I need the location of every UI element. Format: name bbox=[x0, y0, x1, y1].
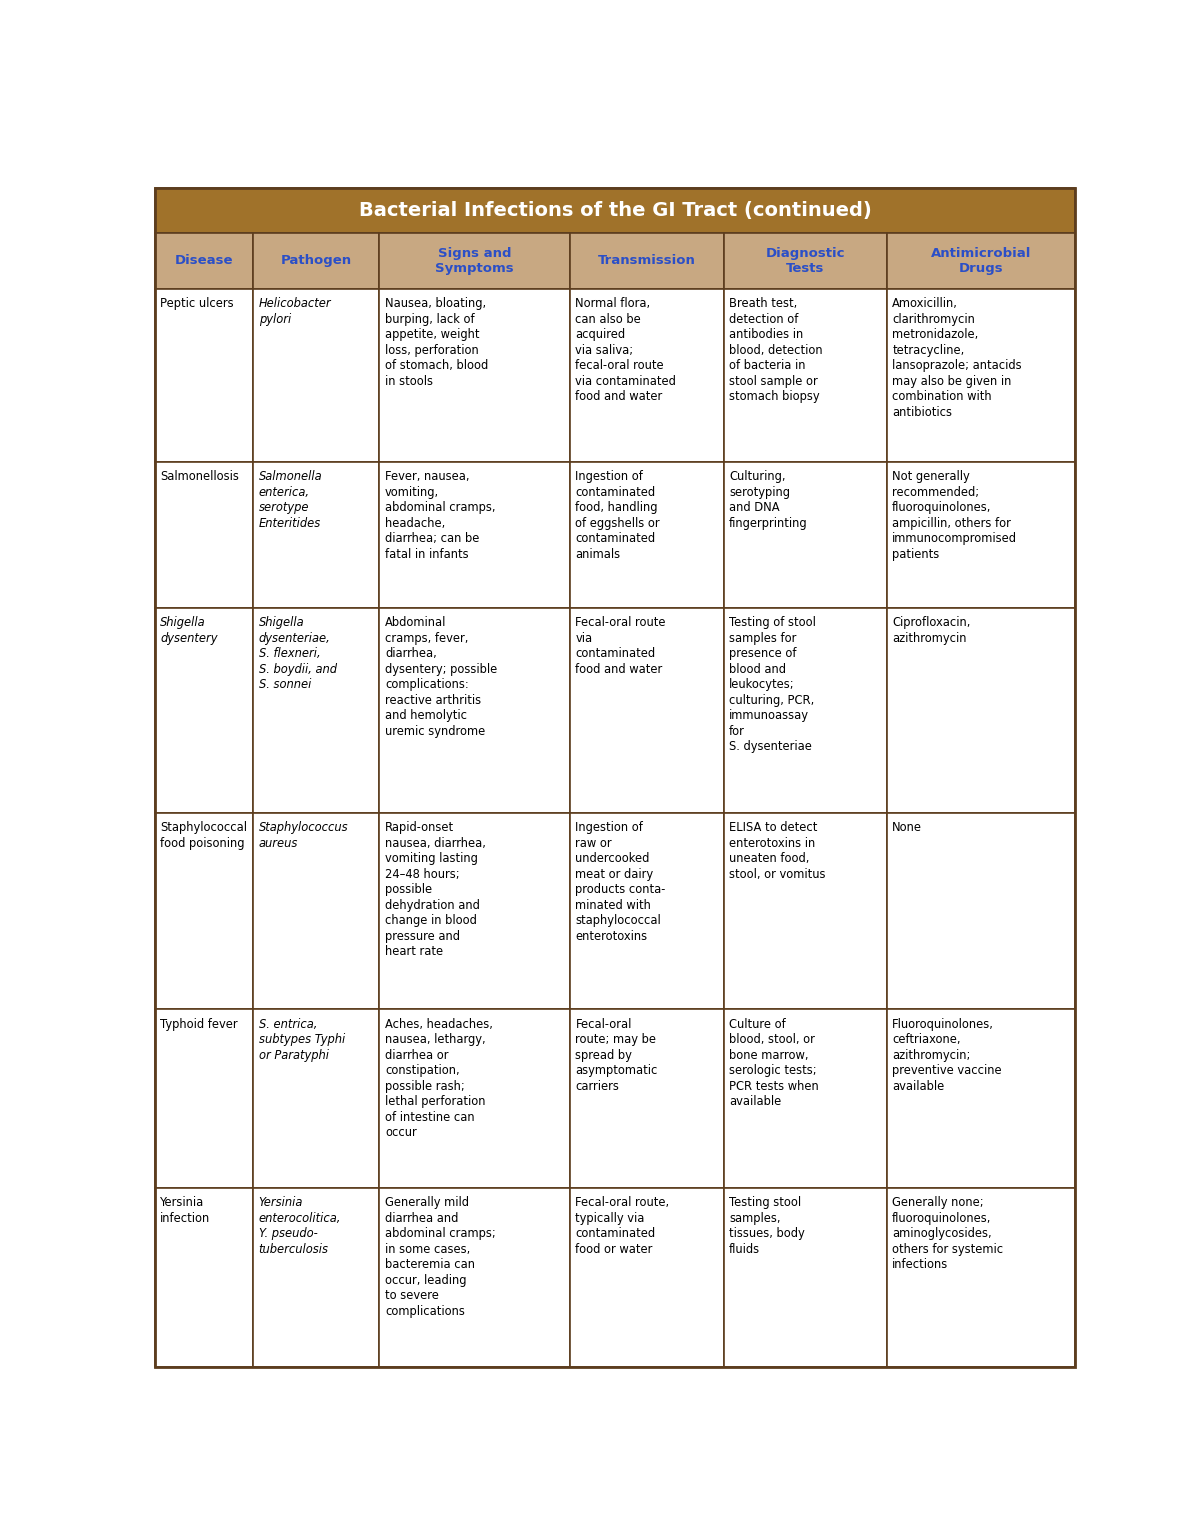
Text: Not generally
recommended;
fluoroquinolones,
ampicillin, others for
immunocompro: Not generally recommended; fluoroquinolo… bbox=[892, 470, 1018, 561]
Text: Bacterial Infections of the GI Tract (continued): Bacterial Infections of the GI Tract (co… bbox=[359, 202, 871, 220]
Text: Amoxicillin,
clarithromycin
metronidazole,
tetracycline,
lansoprazole; antacids
: Amoxicillin, clarithromycin metronidazol… bbox=[892, 297, 1022, 419]
Text: Salmonellosis: Salmonellosis bbox=[161, 470, 239, 484]
Text: Breath test,
detection of
antibodies in
blood, detection
of bacteria in
stool sa: Breath test, detection of antibodies in … bbox=[730, 297, 823, 403]
Text: Yersinia
infection: Yersinia infection bbox=[161, 1197, 210, 1224]
Text: Fever, nausea,
vomiting,
abdominal cramps,
headache,
diarrhea; can be
fatal in i: Fever, nausea, vomiting, abdominal cramp… bbox=[385, 470, 496, 561]
Bar bbox=[253, 462, 379, 608]
Bar bbox=[379, 290, 570, 462]
Text: Peptic ulcers: Peptic ulcers bbox=[161, 297, 234, 310]
Text: None: None bbox=[892, 821, 922, 835]
Bar bbox=[155, 188, 1075, 233]
Text: Typhoid fever: Typhoid fever bbox=[161, 1018, 238, 1030]
Text: Disease: Disease bbox=[175, 254, 233, 268]
Bar bbox=[253, 1189, 379, 1368]
Text: Yersinia
enterocolitica,
Y. pseudo-
tuberculosis: Yersinia enterocolitica, Y. pseudo- tube… bbox=[259, 1197, 341, 1257]
Bar bbox=[724, 462, 887, 608]
Text: Nausea, bloating,
burping, lack of
appetite, weight
loss, perforation
of stomach: Nausea, bloating, burping, lack of appet… bbox=[385, 297, 488, 388]
Bar bbox=[155, 290, 253, 462]
Bar bbox=[253, 813, 379, 1009]
Text: Fecal-oral route
via
contaminated
food and water: Fecal-oral route via contaminated food a… bbox=[576, 616, 666, 676]
Text: Signs and
Symptoms: Signs and Symptoms bbox=[436, 246, 514, 274]
Bar bbox=[379, 1009, 570, 1189]
Text: Salmonella
enterica,
serotype
Enteritides: Salmonella enterica, serotype Enteritide… bbox=[259, 470, 323, 530]
Bar bbox=[253, 233, 379, 290]
Bar bbox=[887, 813, 1075, 1009]
Text: ELISA to detect
enterotoxins in
uneaten food,
stool, or vomitus: ELISA to detect enterotoxins in uneaten … bbox=[730, 821, 826, 881]
Bar bbox=[887, 1009, 1075, 1189]
Bar bbox=[724, 1189, 887, 1368]
Text: Generally mild
diarrhea and
abdominal cramps;
in some cases,
bacteremia can
occu: Generally mild diarrhea and abdominal cr… bbox=[385, 1197, 496, 1318]
Bar bbox=[253, 608, 379, 813]
Bar bbox=[570, 1009, 724, 1189]
Bar bbox=[379, 608, 570, 813]
Bar bbox=[155, 813, 253, 1009]
Text: Antimicrobial
Drugs: Antimicrobial Drugs bbox=[931, 246, 1031, 274]
Bar bbox=[155, 462, 253, 608]
Bar bbox=[379, 813, 570, 1009]
Text: Abdominal
cramps, fever,
diarrhea,
dysentery; possible
complications:
reactive a: Abdominal cramps, fever, diarrhea, dysen… bbox=[385, 616, 497, 738]
Bar bbox=[724, 813, 887, 1009]
Bar bbox=[724, 608, 887, 813]
Bar bbox=[379, 462, 570, 608]
Bar bbox=[724, 290, 887, 462]
Bar bbox=[155, 1009, 253, 1189]
Text: Culture of
blood, stool, or
bone marrow,
serologic tests;
PCR tests when
availab: Culture of blood, stool, or bone marrow,… bbox=[730, 1018, 818, 1107]
Text: Ingestion of
raw or
undercooked
meat or dairy
products conta-
minated with
staph: Ingestion of raw or undercooked meat or … bbox=[576, 821, 666, 942]
Text: Aches, headaches,
nausea, lethargy,
diarrhea or
constipation,
possible rash;
let: Aches, headaches, nausea, lethargy, diar… bbox=[385, 1018, 493, 1140]
Text: Shigella
dysenteriae,
S. flexneri,
S. boydii, and
S. sonnei: Shigella dysenteriae, S. flexneri, S. bo… bbox=[259, 616, 337, 691]
Bar bbox=[570, 813, 724, 1009]
Text: Rapid-onset
nausea, diarrhea,
vomiting lasting
24–48 hours;
possible
dehydration: Rapid-onset nausea, diarrhea, vomiting l… bbox=[385, 821, 486, 958]
Text: Diagnostic
Tests: Diagnostic Tests bbox=[766, 246, 845, 274]
Bar bbox=[253, 290, 379, 462]
Text: Normal flora,
can also be
acquired
via saliva;
fecal-oral route
via contaminated: Normal flora, can also be acquired via s… bbox=[576, 297, 677, 403]
Text: Transmission: Transmission bbox=[598, 254, 696, 268]
Bar bbox=[570, 290, 724, 462]
Bar bbox=[887, 1189, 1075, 1368]
Bar bbox=[570, 608, 724, 813]
Bar bbox=[379, 1189, 570, 1368]
Text: S. entrica,
subtypes Typhi
or Paratyphi: S. entrica, subtypes Typhi or Paratyphi bbox=[259, 1018, 344, 1061]
Text: Testing of stool
samples for
presence of
blood and
leukocytes;
culturing, PCR,
i: Testing of stool samples for presence of… bbox=[730, 616, 816, 753]
Bar bbox=[155, 233, 253, 290]
Bar bbox=[570, 462, 724, 608]
Text: Culturing,
serotyping
and DNA
fingerprinting: Culturing, serotyping and DNA fingerprin… bbox=[730, 470, 808, 530]
Text: Fecal-oral route,
typically via
contaminated
food or water: Fecal-oral route, typically via contamin… bbox=[576, 1197, 670, 1257]
Text: Ingestion of
contaminated
food, handling
of eggshells or
contaminated
animals: Ingestion of contaminated food, handling… bbox=[576, 470, 660, 561]
Bar bbox=[570, 233, 724, 290]
Text: Ciprofloxacin,
azithromycin: Ciprofloxacin, azithromycin bbox=[892, 616, 971, 645]
Text: Shigella
dysentery: Shigella dysentery bbox=[161, 616, 217, 645]
Text: Staphylococcus
aureus: Staphylococcus aureus bbox=[259, 821, 348, 850]
Bar bbox=[887, 290, 1075, 462]
Bar bbox=[887, 462, 1075, 608]
Bar bbox=[379, 233, 570, 290]
Text: Staphylococcal
food poisoning: Staphylococcal food poisoning bbox=[161, 821, 247, 850]
Bar bbox=[253, 1009, 379, 1189]
Bar bbox=[155, 1189, 253, 1368]
Text: Pathogen: Pathogen bbox=[281, 254, 352, 268]
Text: Fecal-oral
route; may be
spread by
asymptomatic
carriers: Fecal-oral route; may be spread by asymp… bbox=[576, 1018, 658, 1092]
Text: Helicobacter
pylori: Helicobacter pylori bbox=[259, 297, 331, 326]
Bar bbox=[887, 608, 1075, 813]
Bar bbox=[887, 233, 1075, 290]
Text: Fluoroquinolones,
ceftriaxone,
azithromycin;
preventive vaccine
available: Fluoroquinolones, ceftriaxone, azithromy… bbox=[892, 1018, 1002, 1092]
Text: Testing stool
samples,
tissues, body
fluids: Testing stool samples, tissues, body flu… bbox=[730, 1197, 805, 1257]
Bar bbox=[724, 233, 887, 290]
Bar bbox=[570, 1189, 724, 1368]
Text: Generally none;
fluoroquinolones,
aminoglycosides,
others for systemic
infection: Generally none; fluoroquinolones, aminog… bbox=[892, 1197, 1003, 1272]
Bar bbox=[724, 1009, 887, 1189]
Bar bbox=[155, 608, 253, 813]
